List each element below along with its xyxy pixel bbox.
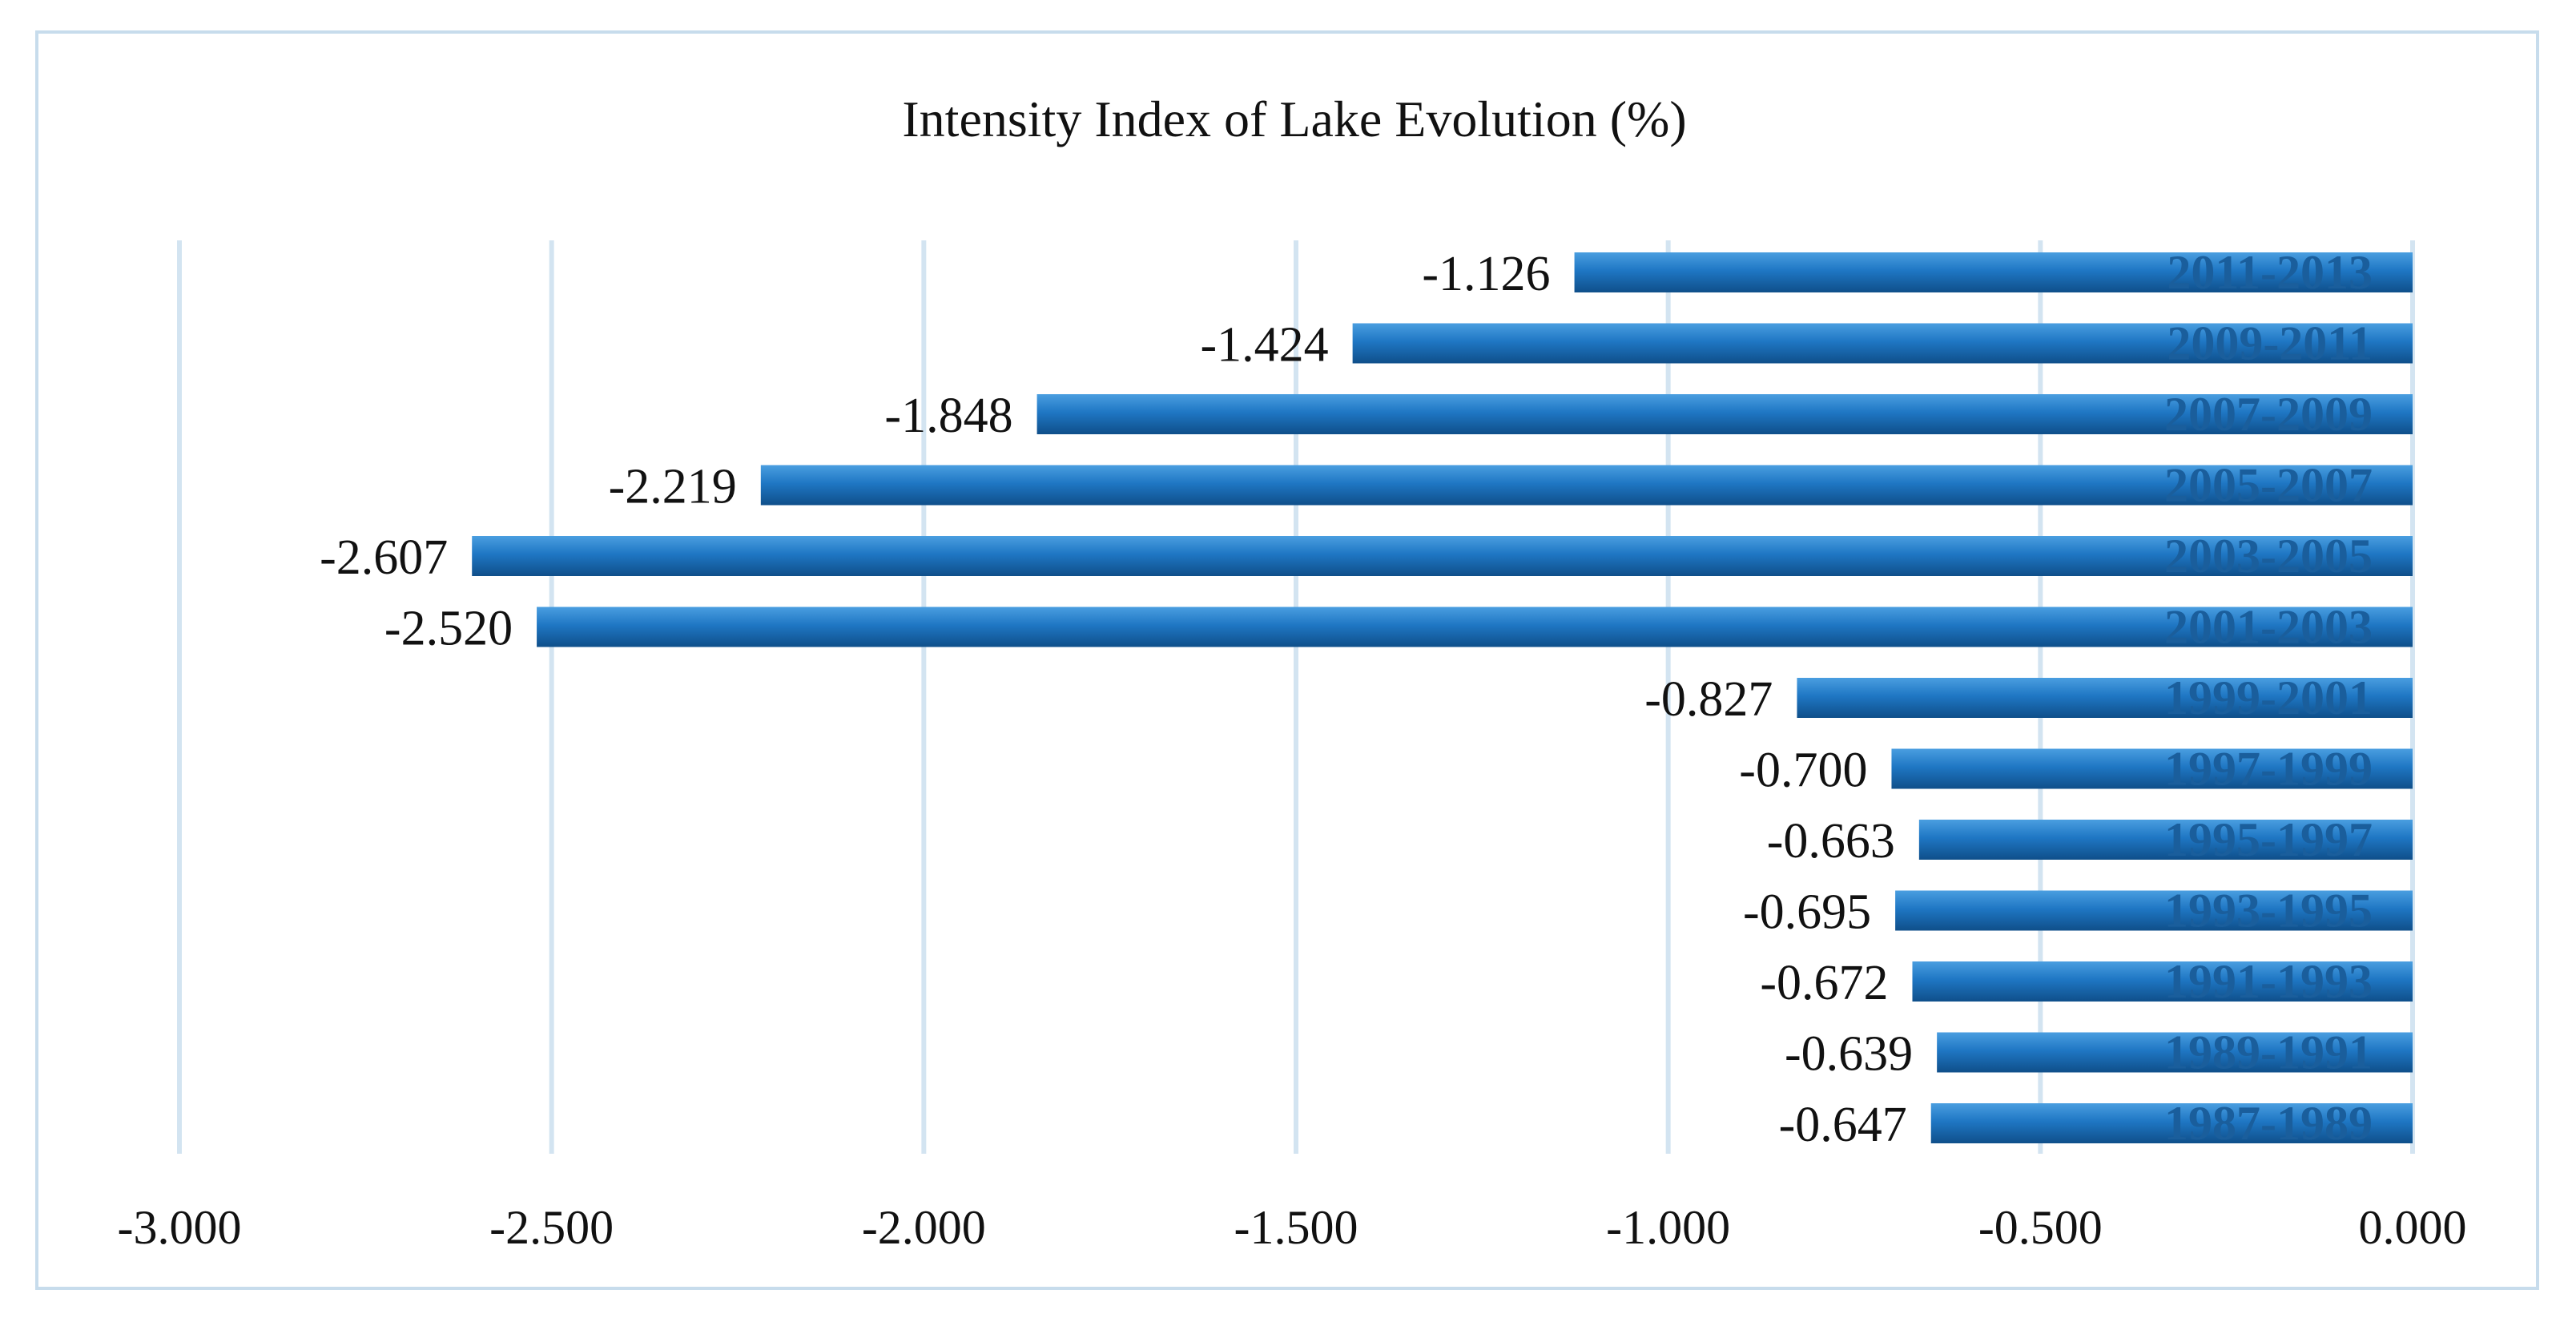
category-label: 1989-1991	[2164, 1026, 2373, 1079]
x-tick-label: -3.000	[118, 1201, 242, 1254]
data-label: -0.700	[1739, 744, 1867, 798]
data-label: -2.219	[609, 460, 737, 514]
category-label: 1999-2001	[2164, 671, 2373, 724]
x-tick-label: -0.500	[1978, 1201, 2103, 1254]
chart-title: Intensity Index of Lake Evolution (%)	[902, 91, 1686, 147]
bar	[1797, 678, 2413, 718]
data-label: -1.848	[884, 389, 1012, 443]
bar	[1930, 1103, 2413, 1143]
bar	[1352, 323, 2413, 364]
bar	[537, 607, 2413, 647]
data-label: -0.639	[1785, 1027, 1913, 1082]
data-label: -0.695	[1743, 885, 1871, 940]
data-label: -0.672	[1760, 956, 1888, 1010]
data-labels: -1.126 -1.424 -1.848 -2.219 -2.607 -2.520 -0.8…	[320, 247, 1913, 1152]
data-label: -2.520	[384, 602, 513, 656]
category-label: 2011-2013	[2167, 246, 2373, 299]
bar	[1891, 748, 2413, 789]
category-label: 1991-1993	[2164, 955, 2373, 1008]
bar	[472, 536, 2413, 576]
data-label: -0.827	[1644, 672, 1773, 727]
bar	[1912, 961, 2413, 1002]
category-label: 2003-2005	[2164, 530, 2373, 582]
category-label: 1993-1995	[2164, 885, 2373, 937]
bar	[1918, 820, 2413, 860]
category-label: 2007-2009	[2164, 388, 2373, 441]
x-tick-label: -2.500	[489, 1201, 614, 1254]
bars	[472, 252, 2413, 1143]
category-label: 1997-1999	[2164, 743, 2373, 796]
x-axis-tick-labels: -3.000 -2.500 -2.000 -1.500 -1.000 -0.500 0.00…	[118, 1201, 2467, 1254]
bar	[1574, 252, 2413, 292]
x-tick-label: -1.000	[1606, 1201, 1730, 1254]
chart-frame	[35, 30, 2539, 1290]
x-tick-label: 0.000	[2359, 1201, 2467, 1254]
data-label: -1.126	[1422, 247, 1550, 301]
x-tick-label: -2.000	[862, 1201, 986, 1254]
bar	[760, 465, 2413, 506]
data-label: -1.424	[1200, 318, 1328, 373]
category-labels: 2011-2013 2009-2011 2007-2009 2005-2007 2003…	[2164, 246, 2373, 1150]
bar	[1036, 394, 2413, 434]
x-tick-label: -1.500	[1234, 1201, 1358, 1254]
category-label: 2005-2007	[2164, 459, 2373, 512]
bar	[1895, 890, 2413, 931]
data-label: -2.607	[320, 530, 448, 585]
bar	[1937, 1032, 2413, 1073]
category-label: 2001-2003	[2164, 601, 2373, 654]
data-label: -0.663	[1767, 814, 1895, 869]
category-label: 2009-2011	[2167, 317, 2373, 370]
data-label: -0.647	[1779, 1098, 1907, 1152]
category-label: 1995-1997	[2164, 813, 2373, 866]
category-label: 1987-1989	[2164, 1097, 2373, 1150]
